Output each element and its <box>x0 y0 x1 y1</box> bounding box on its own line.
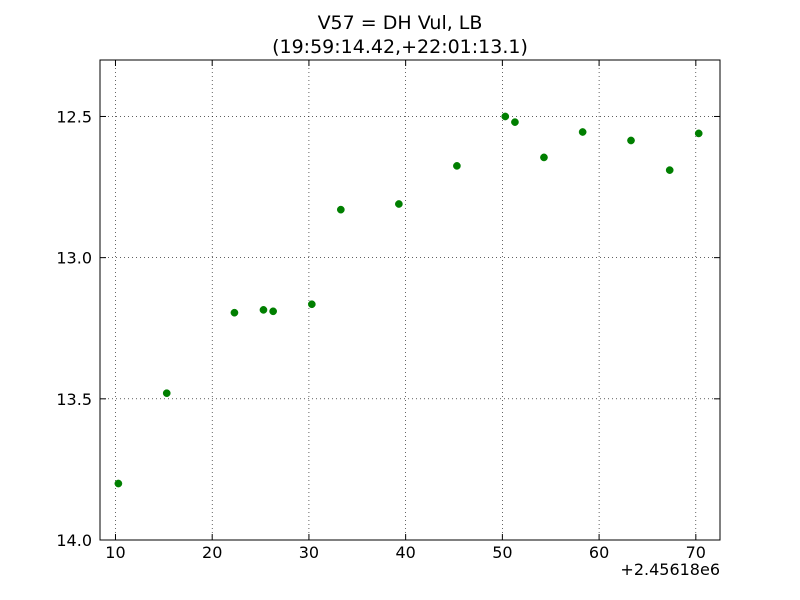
chart-title: V57 = DH Vul, LB <box>317 12 483 34</box>
y-tick-label: 14.0 <box>56 531 92 550</box>
x-axis-offset-label: +2.45618e6 <box>620 560 720 579</box>
data-point <box>540 153 548 162</box>
y-tick-label: 13.0 <box>56 249 92 268</box>
x-tick-label: 70 <box>686 543 706 562</box>
data-point <box>336 205 345 214</box>
data-point <box>694 129 703 138</box>
scatter-points <box>114 112 703 488</box>
grid-layer <box>100 60 720 540</box>
data-point <box>307 300 316 309</box>
chart-subtitle: (19:59:14.42,+22:01:13.1) <box>272 36 528 58</box>
tick-layer: 10 20 30 40 50 60 70 12.5 13.0 13.5 14.0 <box>56 60 720 562</box>
x-tick-label: 30 <box>299 543 319 562</box>
x-tick-label: 60 <box>589 543 609 562</box>
data-point <box>230 308 239 317</box>
data-point <box>501 112 510 121</box>
data-point <box>395 200 403 208</box>
data-point <box>511 118 519 126</box>
y-tick-label: 12.5 <box>56 107 92 126</box>
data-point <box>665 166 674 174</box>
data-point <box>114 479 123 488</box>
data-point <box>453 162 461 170</box>
data-point <box>627 136 635 145</box>
data-point <box>578 128 587 136</box>
x-tick-label: 40 <box>395 543 415 562</box>
y-tick-label: 13.5 <box>56 390 92 409</box>
x-tick-label: 20 <box>202 543 222 562</box>
plot-frame <box>99 59 721 541</box>
x-tick-label: 10 <box>105 543 125 562</box>
data-point <box>162 389 171 398</box>
data-point <box>269 307 277 316</box>
data-point <box>259 306 268 314</box>
x-tick-label: 50 <box>492 543 512 562</box>
